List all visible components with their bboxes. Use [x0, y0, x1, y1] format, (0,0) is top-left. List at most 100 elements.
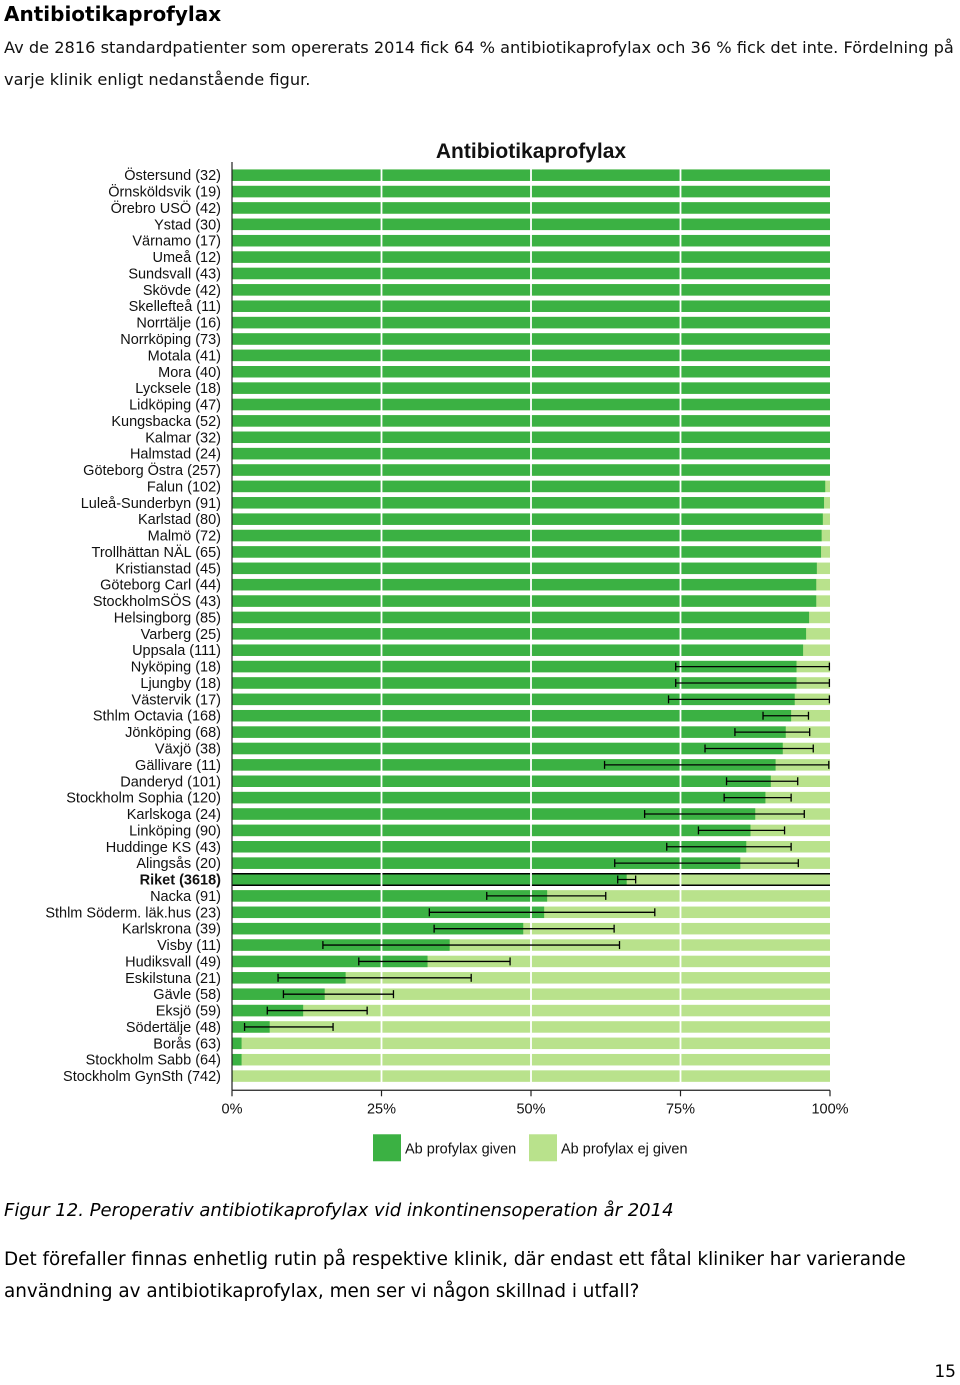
gridlines	[380, 167, 682, 1085]
bar-given	[232, 791, 766, 804]
category-label: Jönköping (68)	[125, 725, 221, 741]
bar-chart: Antibiotikaprofylax 0% 25% 50% 75% 100% Ab p…	[45, 140, 849, 1162]
figure-caption: Figur 12. Peroperativ antibiotikaprofyla…	[4, 1200, 674, 1221]
legend: Ab profylax given Ab profylax ej given	[373, 1134, 688, 1162]
category-label: Ystad (30)	[154, 217, 221, 233]
category-label: Göteborg Östra (257)	[83, 461, 221, 479]
bar-given	[232, 595, 817, 607]
chart-title: Antibiotikaprofylax	[436, 140, 627, 163]
x-tick-label: 50%	[516, 1101, 545, 1117]
page-heading: Antibiotikaprofylax	[4, 2, 222, 26]
category-label: Mora (40)	[158, 365, 221, 381]
bar-given	[232, 988, 325, 1000]
category-label: Lidköping (47)	[129, 398, 221, 414]
category-label: Nacka (91)	[150, 889, 221, 905]
bar-given	[232, 611, 810, 624]
category-label: Västervik (17)	[132, 692, 221, 708]
bar-given	[232, 644, 804, 656]
bar-given	[232, 922, 524, 935]
category-label: Karlskrona (39)	[122, 922, 221, 938]
category-label: Stockholm Sabb (64)	[86, 1053, 221, 1069]
category-label: Riket (3618)	[140, 873, 222, 889]
bar-given	[232, 628, 807, 640]
x-tick-label: 75%	[666, 1101, 695, 1117]
category-label: Hudiksvall (49)	[125, 954, 221, 970]
bar-given	[232, 759, 776, 771]
category-label: Danderyd (101)	[120, 774, 221, 790]
category-label: Malmö (72)	[148, 529, 221, 545]
bar-given	[232, 808, 756, 820]
category-label: Karlskoga (24)	[127, 807, 221, 823]
bar-given	[232, 529, 822, 542]
bar-given	[232, 497, 825, 509]
bar-given	[232, 1037, 242, 1050]
category-label: Göteborg Carl (44)	[100, 578, 221, 594]
legend-swatch	[373, 1134, 401, 1162]
category-label: Kalmar (32)	[145, 430, 221, 446]
x-tick-label: 0%	[222, 1101, 243, 1117]
category-label: Borås (63)	[153, 1036, 221, 1052]
category-label: Gävle (58)	[153, 987, 221, 1003]
intro-paragraph: Av de 2816 standardpatienter som operera…	[4, 38, 954, 89]
category-label: Karlstad (80)	[138, 512, 221, 528]
category-label: Luleå-Sunderbyn (91)	[81, 496, 221, 512]
category-label: Stockholm Sophia (120)	[66, 791, 221, 807]
category-label: Falun (102)	[147, 479, 221, 495]
bar-given	[232, 1053, 242, 1066]
bar-given	[232, 742, 783, 755]
category-label: Alingsås (20)	[136, 856, 221, 872]
category-label: Växjö (38)	[155, 741, 221, 757]
bar-given	[232, 709, 792, 722]
bar-given	[232, 890, 548, 902]
category-label: Skövde (42)	[143, 283, 221, 299]
bar-given	[232, 873, 627, 886]
bar-given	[232, 726, 786, 738]
category-label: Norrtälje (16)	[136, 316, 221, 332]
category-label: Stockholm GynSth (742)	[63, 1069, 221, 1085]
bar-given	[232, 906, 545, 919]
bar-given	[232, 841, 747, 853]
bar-given	[232, 857, 741, 869]
bar-given	[232, 824, 751, 837]
category-label: Örnsköldsvik (19)	[108, 183, 221, 201]
bar-given	[232, 480, 826, 493]
bar-given	[232, 775, 771, 787]
bar-given	[232, 677, 797, 689]
legend-swatch	[529, 1134, 557, 1162]
category-label: Kungsbacka (52)	[111, 414, 221, 430]
body-paragraph: Det förefaller finnas enhetlig rutin på …	[4, 1249, 906, 1302]
category-label: Gällivare (11)	[135, 758, 221, 774]
bar-given	[232, 693, 795, 706]
category-label: Kristianstad (45)	[115, 561, 221, 577]
bar-given	[232, 660, 797, 673]
category-label: Ljungby (18)	[140, 676, 221, 692]
x-axis: 0% 25% 50% 75% 100%	[222, 162, 849, 1117]
category-label: Trollhättan NÄL (65)	[92, 544, 221, 561]
category-label: StockholmSÖS (43)	[93, 592, 221, 610]
category-label: Skellefteå (11)	[129, 299, 221, 315]
category-label: Värnamo (17)	[132, 234, 221, 250]
category-label: Sthlm Söderm. läk.hus (23)	[45, 905, 221, 921]
category-label: Uppsala (111)	[132, 643, 221, 659]
legend-label: Ab profylax ej given	[561, 1141, 688, 1157]
x-tick-label: 25%	[367, 1101, 396, 1117]
category-label: Visby (11)	[157, 938, 221, 954]
category-label: Umeå (12)	[153, 250, 222, 266]
category-label: Sthlm Octavia (168)	[93, 709, 221, 725]
category-label: Linköping (90)	[129, 823, 221, 839]
legend-label: Ab profylax given	[405, 1141, 516, 1157]
category-label: Örebro USÖ (42)	[111, 199, 221, 217]
category-label: Helsingborg (85)	[114, 610, 221, 626]
page-number: 15	[934, 1362, 956, 1382]
category-label: Motala (41)	[148, 348, 221, 364]
category-labels: Östersund (32)Örnsköldsvik (19)Örebro US…	[45, 166, 221, 1085]
category-label: Varberg (25)	[141, 627, 221, 643]
category-label: Östersund (32)	[124, 166, 221, 184]
chart-figure: Antibiotikaprofylax 0% 25% 50% 75% 100% Ab p…	[0, 130, 960, 1165]
category-label: Norrköping (73)	[120, 332, 221, 348]
category-label: Sundsvall (43)	[128, 266, 221, 282]
category-label: Halmstad (24)	[130, 447, 221, 463]
bar-given	[232, 546, 822, 558]
bar-given	[232, 955, 428, 968]
error-bars	[243, 662, 831, 1031]
